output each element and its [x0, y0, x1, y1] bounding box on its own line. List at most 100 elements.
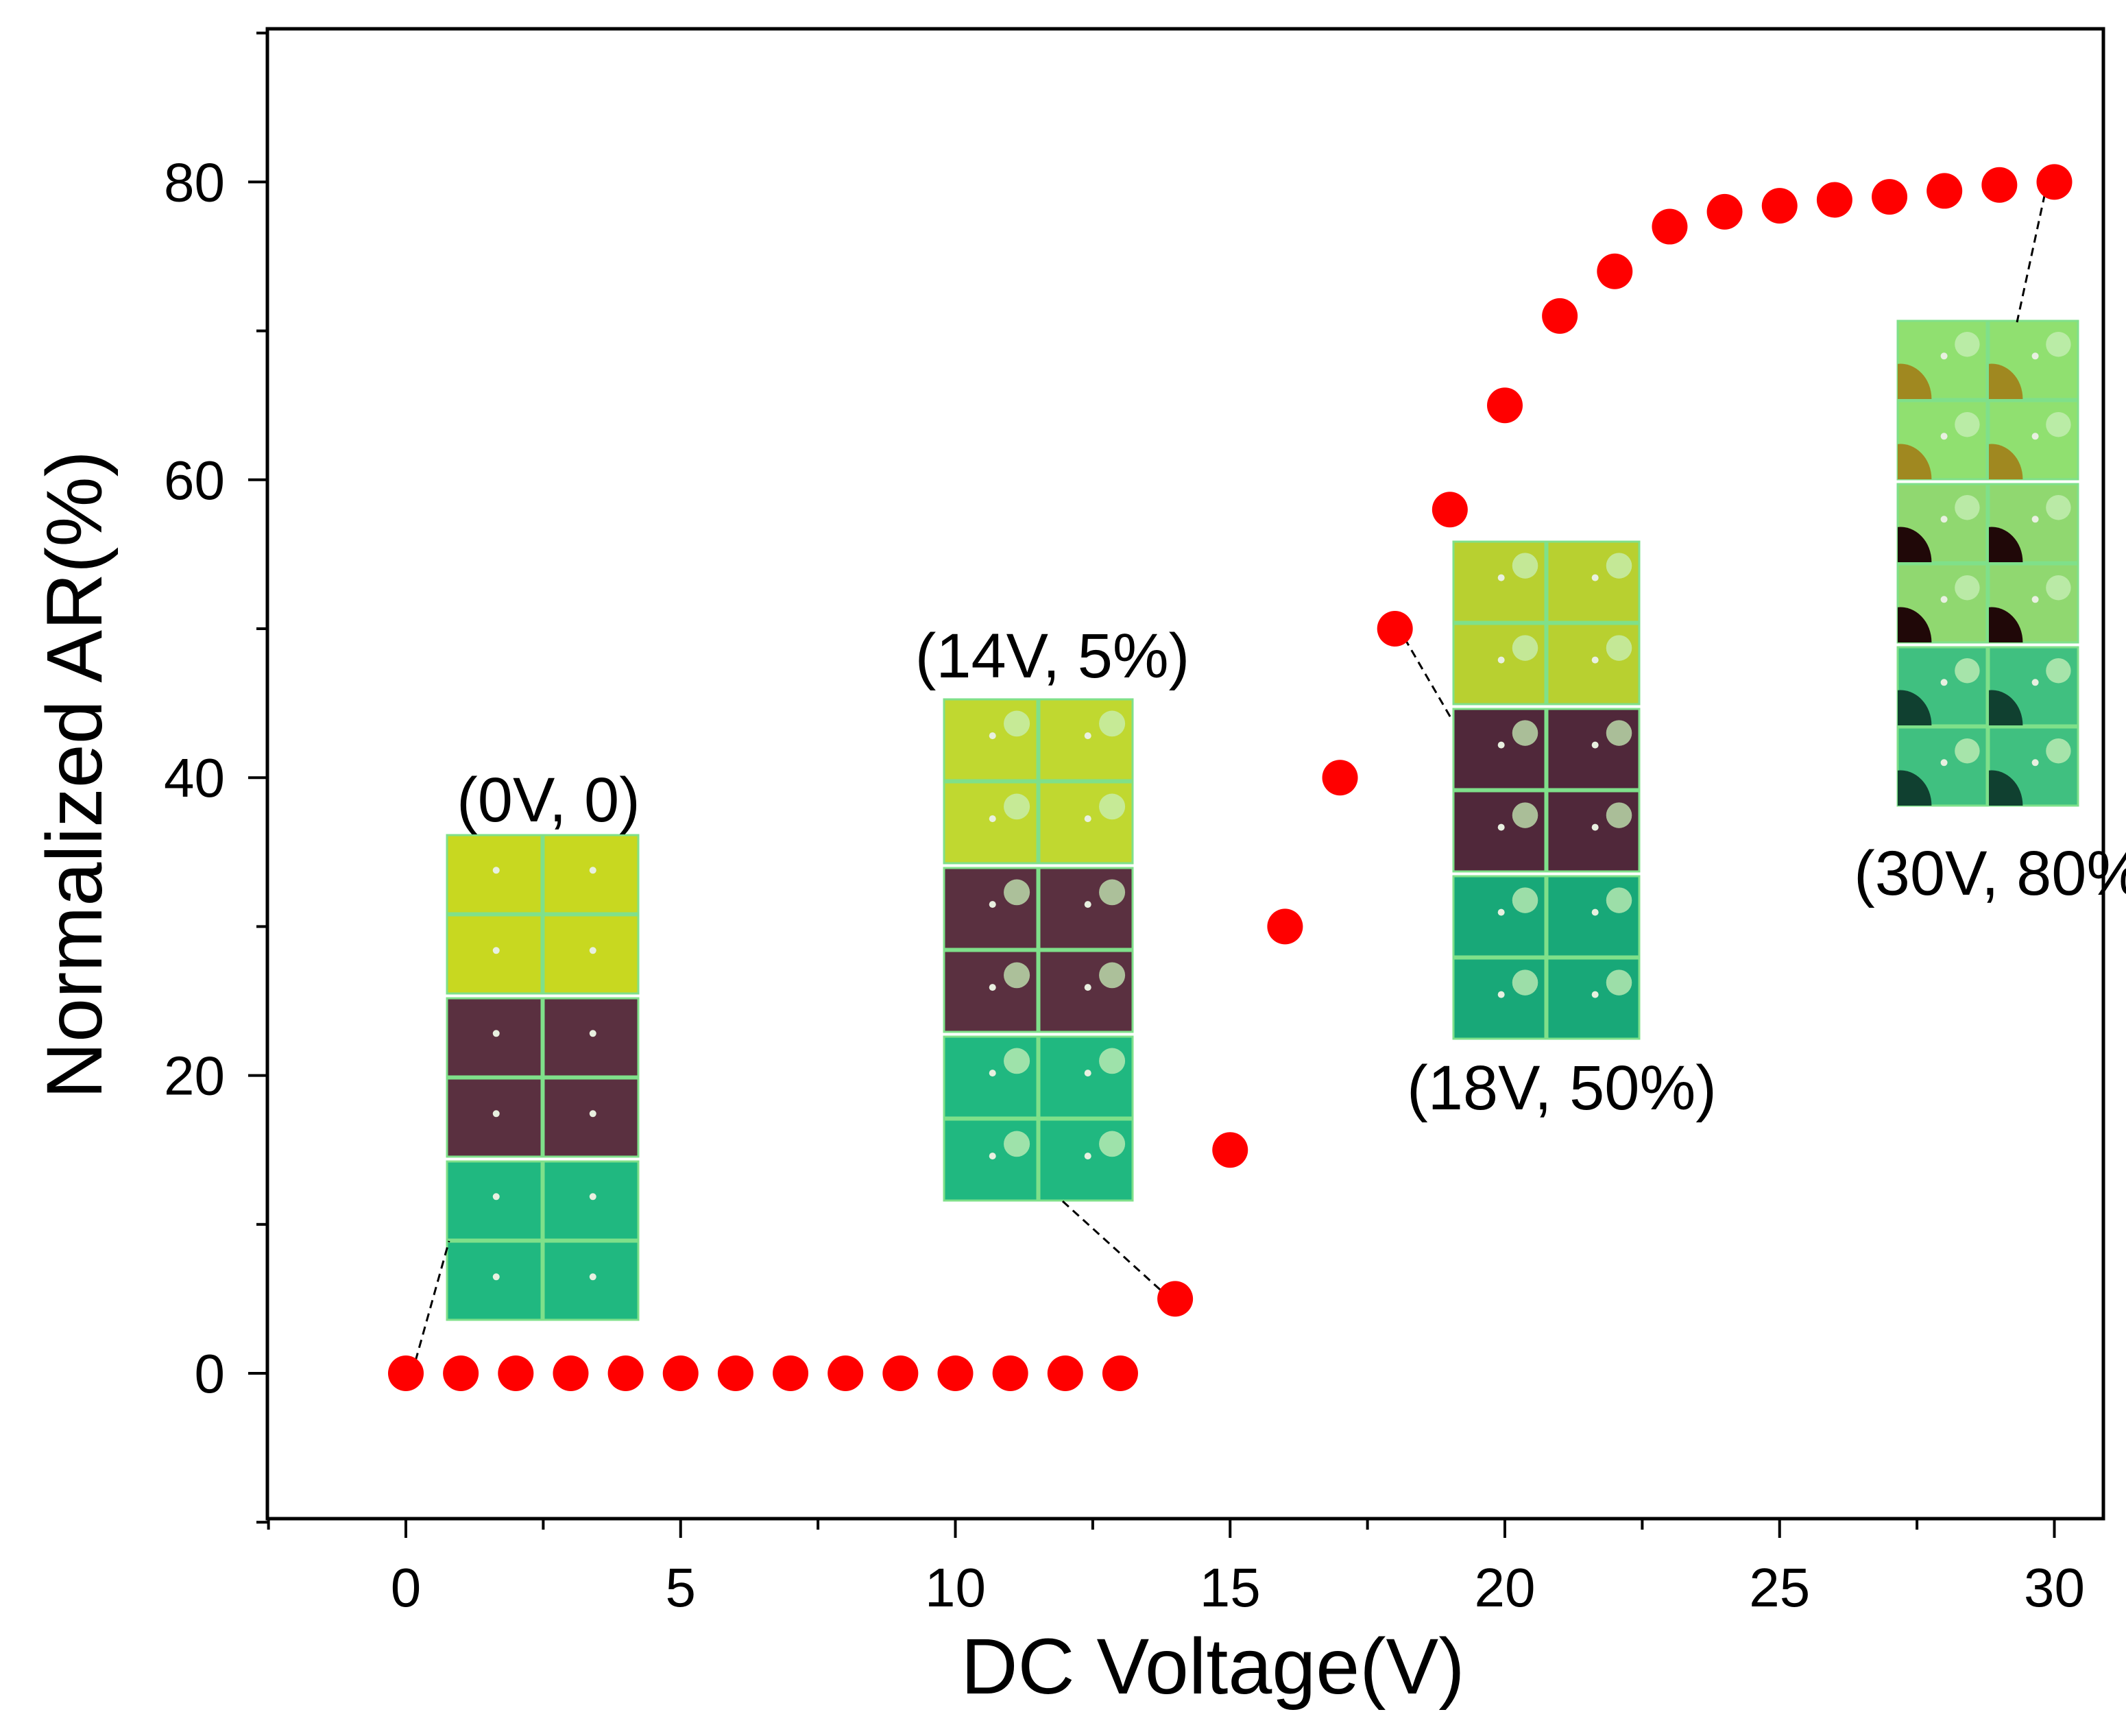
data-point [1267, 908, 1303, 945]
y-tick-label: 40 [164, 747, 225, 808]
data-point [1706, 193, 1743, 230]
data-point [1212, 1132, 1248, 1168]
micrograph-cell [1546, 708, 1641, 791]
micrograph-cell [1452, 540, 1547, 623]
domain-region [1512, 802, 1538, 828]
domain-region [1606, 635, 1632, 661]
micrograph-cell [446, 834, 543, 915]
plot-frame [265, 27, 2105, 1521]
data-point [1157, 1281, 1194, 1317]
domain-region [1004, 879, 1030, 906]
domain-region [1955, 411, 1980, 437]
domain-region [1099, 1131, 1126, 1157]
defect-dot [492, 867, 500, 874]
micrograph-stack [1452, 540, 1641, 1040]
data-point [1926, 173, 1963, 209]
defect-dot [492, 1110, 500, 1118]
annotation-label: (30V, 80%) [1854, 839, 2126, 908]
micrograph-cell [542, 834, 640, 915]
domain-region [2046, 331, 2071, 357]
x-tick-label: 30 [2024, 1557, 2085, 1618]
dark-domain [1989, 607, 2023, 642]
micrograph-cell [542, 914, 640, 995]
dark-domain [1898, 527, 1932, 562]
defect-dot [2031, 759, 2039, 767]
data-point [443, 1355, 479, 1391]
domain-region [2046, 658, 2071, 684]
defect-dot [1497, 823, 1505, 831]
defect-dot [989, 984, 996, 991]
domain-region [1099, 710, 1126, 737]
defect-dot [1591, 741, 1599, 749]
defect-dot [492, 1193, 500, 1201]
domain-region [1512, 969, 1538, 996]
y-axis-ticks: 0 20 40 60 80 [164, 32, 267, 1524]
defect-dot [1497, 741, 1505, 749]
data-point [773, 1355, 809, 1391]
defect-dot [1497, 574, 1505, 581]
defect-dot [589, 1110, 596, 1118]
domain-region [1512, 635, 1538, 661]
annotation-label: (14V, 5%) [915, 621, 1190, 691]
defect-dot [589, 867, 596, 874]
x-tick-label: 25 [1749, 1557, 1810, 1618]
domain-region [2046, 494, 2071, 520]
annotation-label: (18V, 50%) [1407, 1053, 1717, 1123]
domain-region [2046, 575, 2071, 601]
defect-dot [1497, 908, 1505, 916]
annotation-labels: (0V, 0) (14V, 5%) (18V, 50%) (30V, 80%) [457, 621, 2126, 1123]
defect-dot [589, 947, 596, 954]
data-point [1872, 179, 1908, 215]
defect-dot [1940, 352, 1948, 360]
x-tick-label: 5 [666, 1557, 697, 1618]
defect-dot [1591, 656, 1599, 664]
defect-dot [492, 947, 500, 954]
domain-region [1606, 887, 1632, 913]
domain-region [1955, 331, 1980, 357]
micrograph-stack [943, 698, 1134, 1202]
dark-domain [1989, 770, 2023, 806]
y-tick-label: 60 [164, 450, 225, 511]
micrograph-cell [1452, 957, 1547, 1040]
micrograph-cell [1546, 623, 1641, 706]
domain-region [1004, 793, 1030, 820]
domain-region [2046, 738, 2071, 764]
micrograph-cell [1038, 867, 1134, 950]
defect-dot [589, 1273, 596, 1281]
defect-dot [1940, 516, 1948, 523]
dark-domain [1898, 363, 1932, 399]
micrograph-cell [943, 781, 1039, 865]
data-point [1981, 167, 2018, 203]
micrograph-cell [943, 698, 1039, 782]
x-axis-label: DC Voltage(V) [961, 1623, 1464, 1711]
defect-dot [1497, 656, 1505, 664]
micrograph-cell [542, 1077, 640, 1158]
data-point [2036, 164, 2073, 200]
data-point [388, 1355, 424, 1391]
defect-dot [1940, 433, 1948, 440]
defect-dot [589, 1193, 596, 1201]
domain-region [1004, 710, 1030, 737]
data-point [553, 1355, 589, 1391]
defect-dot [1591, 574, 1599, 581]
dark-domain [1989, 444, 2023, 479]
data-point [937, 1355, 974, 1391]
micrograph-cell [1038, 698, 1134, 782]
defect-dot [2031, 433, 2039, 440]
data-point [1102, 1355, 1138, 1391]
domain-region [1004, 1048, 1030, 1074]
defect-dot [1940, 679, 1948, 686]
defect-dot [492, 1273, 500, 1281]
dark-domain [1989, 690, 2023, 725]
domain-region [1606, 720, 1632, 746]
defect-dot [1084, 815, 1091, 823]
defect-dot [989, 1070, 996, 1077]
domain-region [1004, 1131, 1030, 1157]
y-axis-label: Normalized AR(%) [31, 450, 119, 1099]
defect-dot [1940, 759, 1948, 767]
defect-dot [2031, 352, 2039, 360]
defect-dot [1084, 1070, 1091, 1077]
data-point [1652, 208, 1688, 245]
y-tick-label: 0 [195, 1343, 226, 1404]
